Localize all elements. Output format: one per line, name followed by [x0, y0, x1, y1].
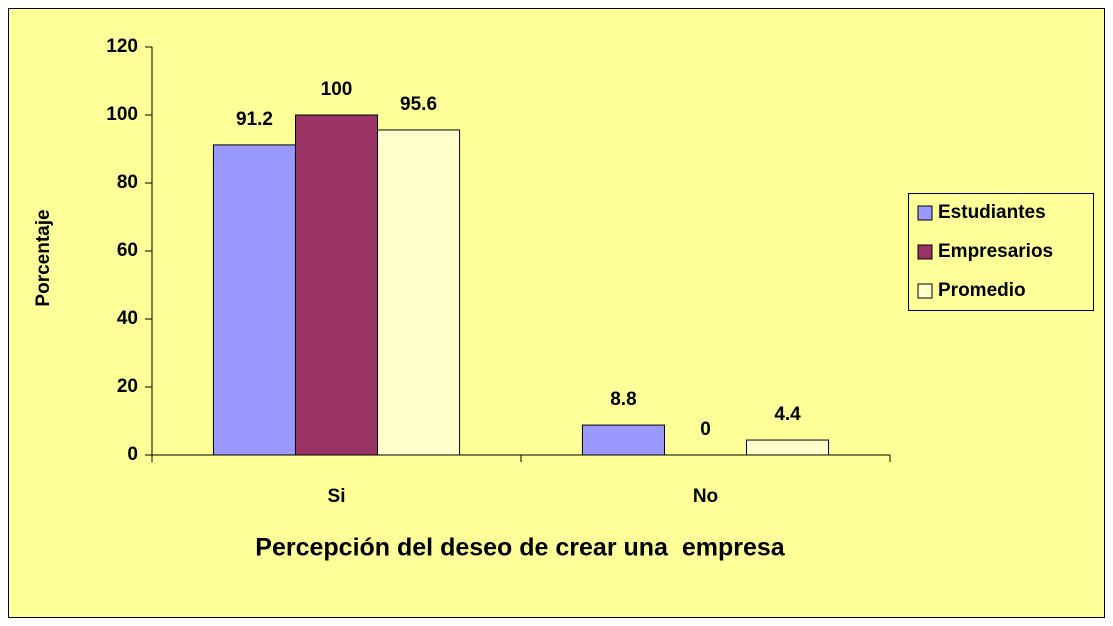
legend-swatch — [917, 244, 933, 260]
legend-label: Estudiantes — [938, 202, 1046, 223]
legend-swatch — [917, 205, 933, 221]
y-tick-label: 40 — [117, 308, 138, 329]
value-label: 95.6 — [400, 94, 437, 115]
x-tick-label: Si — [328, 486, 346, 507]
y-tick-label: 100 — [106, 104, 138, 125]
bar — [377, 129, 461, 456]
bar — [212, 144, 296, 456]
y-tick-label: 120 — [106, 36, 138, 57]
y-axis-title: Porcentaje — [33, 209, 54, 306]
chart-background — [8, 8, 1105, 618]
legend-label: Promedio — [938, 280, 1026, 301]
legend-label: Empresarios — [938, 241, 1053, 262]
value-label: 91.2 — [236, 109, 273, 130]
bar — [294, 114, 379, 456]
y-tick-label: 20 — [117, 376, 138, 397]
value-label: 4.4 — [774, 404, 801, 425]
y-tick-label: 80 — [117, 172, 138, 193]
legend-swatch — [917, 283, 933, 299]
legend-box — [908, 193, 1094, 311]
y-tick-label: 0 — [127, 444, 138, 465]
bar — [746, 439, 830, 456]
x-axis-title: Percepción del deseo de crear una empres… — [255, 534, 786, 562]
value-label: 0 — [700, 419, 711, 440]
value-label: 8.8 — [610, 389, 636, 410]
x-tick-label: No — [693, 486, 718, 507]
y-tick-label: 60 — [117, 240, 138, 261]
bar — [581, 424, 665, 456]
value-label: 100 — [321, 79, 353, 100]
